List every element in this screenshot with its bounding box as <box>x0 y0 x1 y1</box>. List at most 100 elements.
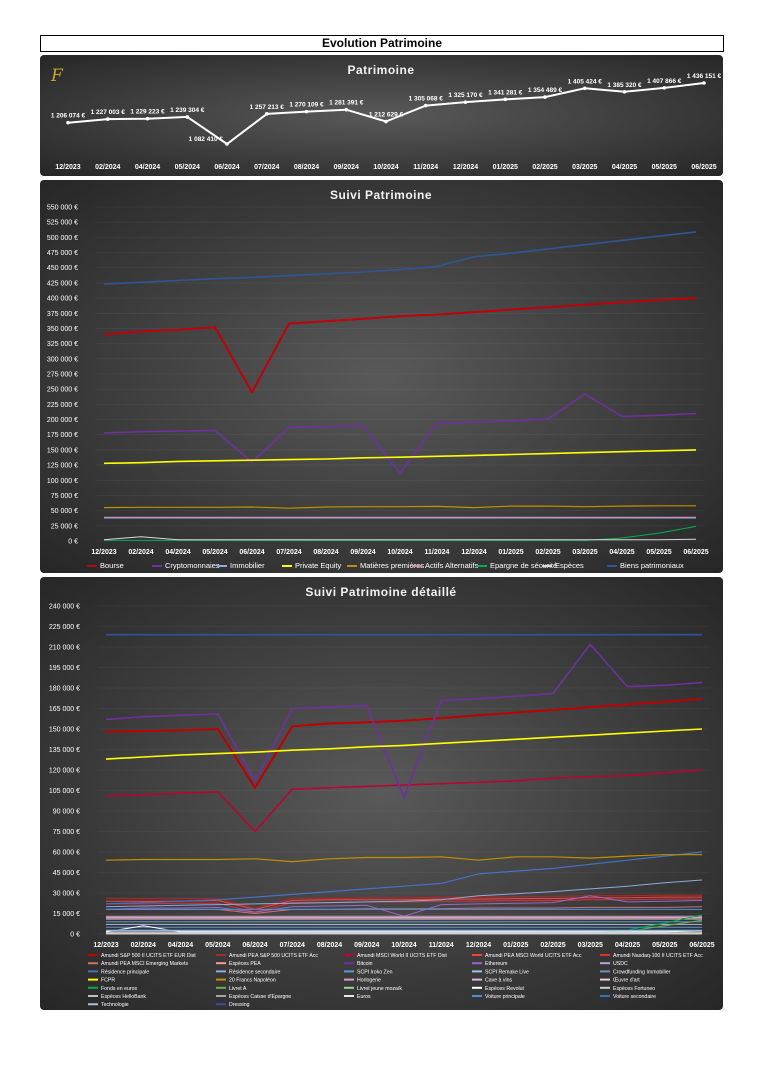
x-tick-label: 01/2025 <box>498 549 523 556</box>
legend-entry: Amundi PEA MSCI Emerging Markets <box>101 961 188 967</box>
data-label: 1 212 629 € <box>369 112 404 119</box>
legend-entry: Espèces <box>555 561 584 570</box>
x-tick-label: 02/2025 <box>532 164 557 171</box>
series-line-amundi-nasdaq-100-ii-ucits-etf-acc <box>106 898 702 913</box>
data-label: 1 385 320 € <box>607 82 642 89</box>
data-label: 1 354 489 € <box>528 87 563 94</box>
data-point <box>662 86 667 90</box>
legend-entry: Private Equity <box>295 561 342 570</box>
x-tick-label: 03/2025 <box>572 549 597 556</box>
x-tick-label: 11/2024 <box>429 942 454 949</box>
x-tick-label: 05/2024 <box>175 164 200 171</box>
x-tick-label: 12/2023 <box>55 164 80 171</box>
legend-entry: Cryptomonnaies <box>165 561 220 570</box>
x-tick-label: 02/2024 <box>128 549 153 556</box>
legend-entry: SCPI Iroko Zen <box>357 969 393 975</box>
series-line-especes <box>103 536 697 541</box>
data-label: 1 305 068 € <box>409 96 444 103</box>
legend-entry: Livret jeune mozaïk <box>357 986 402 992</box>
data-point <box>66 120 70 125</box>
legend-entry: Horlogerie <box>357 978 381 984</box>
data-point <box>344 107 349 112</box>
legend-entry: Espèces PEA <box>229 961 261 967</box>
series-line-fcpr <box>105 728 703 760</box>
y-tick-label: 525 000 € <box>47 220 78 227</box>
y-tick-label: 165 000 € <box>49 706 80 713</box>
x-tick-label: 05/2024 <box>202 549 227 556</box>
legend-entry: Cave à vins <box>485 978 513 984</box>
y-tick-label: 250 000 € <box>47 387 78 394</box>
y-tick-label: 125 000 € <box>47 463 78 470</box>
x-tick-label: 10/2024 <box>391 942 416 949</box>
y-tick-label: 350 000 € <box>47 326 78 333</box>
y-tick-label: 15 000 € <box>53 911 80 918</box>
x-tick-label: 06/2024 <box>214 164 239 171</box>
x-tick-label: 07/2024 <box>276 549 301 556</box>
x-tick-label: 04/2024 <box>165 549 190 556</box>
series-line-matieres-premieres <box>103 505 696 509</box>
x-tick-label: 06/2025 <box>689 942 714 949</box>
x-tick-label: 01/2025 <box>493 164 518 171</box>
legend-entry: Actifs Alternatifs <box>425 561 479 570</box>
legend-entry: Amundi S&P 500 II UCITS ETF EUR Dist <box>101 953 196 959</box>
x-tick-label: 05/2025 <box>646 549 671 556</box>
data-label: 1 206 074 € <box>51 113 86 120</box>
chart-title: Suivi Patrimoine détaillé <box>305 585 456 599</box>
y-tick-label: 375 000 € <box>47 311 78 318</box>
legend-entry: Espèces Caisse d'Epargne <box>229 994 291 1000</box>
data-point <box>543 95 547 99</box>
y-tick-label: 175 000 € <box>47 432 78 439</box>
legend-entry: Espèces Fortuneo <box>613 986 655 992</box>
page-title: Evolution Patrimoine <box>40 35 724 52</box>
y-tick-label: 30 000 € <box>53 891 80 898</box>
series-line-biens-patrimoniaux <box>103 231 697 285</box>
legend-entry: Voiture principale <box>485 994 525 1000</box>
data-label: 1 082 410 € <box>189 136 224 143</box>
data-point <box>264 112 269 116</box>
legend-entry: Voiture secondaire <box>613 994 656 1000</box>
series-line-residence-secondaire <box>105 879 703 908</box>
legend-entry: Euros <box>357 994 371 1000</box>
x-tick-label: 09/2024 <box>350 549 375 556</box>
x-tick-label: 11/2024 <box>413 164 438 171</box>
data-point <box>225 142 229 146</box>
y-tick-label: 105 000 € <box>49 788 80 795</box>
data-label: 1 257 213 € <box>250 104 285 111</box>
legend-entry: Fonds en euros <box>101 986 137 992</box>
y-tick-label: 100 000 € <box>47 478 78 485</box>
x-tick-label: 08/2024 <box>313 549 338 556</box>
legend-entry: Amundi PEA S&P 500 UCITS ETF Acc <box>229 953 318 959</box>
y-tick-label: 240 000 € <box>49 604 80 611</box>
x-tick-label: 10/2024 <box>373 164 398 171</box>
chart-title: Patrimoine <box>347 63 414 77</box>
legend-entry: Résidence principale <box>101 969 149 975</box>
legend-entry: Résidence secondaire <box>229 969 280 975</box>
data-label: 1 405 424 € <box>568 78 603 85</box>
series-line-private-equity <box>103 449 697 465</box>
y-tick-label: 75 000 € <box>51 493 78 500</box>
data-label: 1 341 281 € <box>488 89 523 96</box>
x-tick-label: 06/2025 <box>691 164 716 171</box>
y-tick-label: 150 000 € <box>49 727 80 734</box>
legend-entry: Livret A <box>229 986 247 992</box>
x-tick-label: 06/2024 <box>242 942 267 949</box>
x-tick-label: 02/2025 <box>540 942 565 949</box>
x-tick-label: 12/2024 <box>453 164 478 171</box>
x-tick-label: 12/2024 <box>461 549 486 556</box>
data-point <box>423 103 428 108</box>
data-point <box>185 115 190 119</box>
y-tick-label: 225 000 € <box>47 402 78 409</box>
series-line-cryptomonnaies <box>103 393 697 474</box>
y-tick-label: 195 000 € <box>49 665 80 672</box>
x-tick-label: 03/2025 <box>578 942 603 949</box>
x-tick-label: 09/2024 <box>334 164 359 171</box>
legend-entry: Bitcoin <box>357 961 373 967</box>
x-tick-label: 07/2024 <box>254 164 279 171</box>
series-line-amundi-s-p-500-ii-ucits-etf-eur-dist <box>105 697 703 789</box>
legend-entry: Technologie <box>101 1002 129 1008</box>
x-tick-label: 01/2025 <box>503 942 528 949</box>
data-point <box>702 81 706 85</box>
y-tick-label: 135 000 € <box>49 747 80 754</box>
data-label: 1 325 170 € <box>448 92 483 99</box>
y-tick-label: 550 000 € <box>47 205 78 212</box>
